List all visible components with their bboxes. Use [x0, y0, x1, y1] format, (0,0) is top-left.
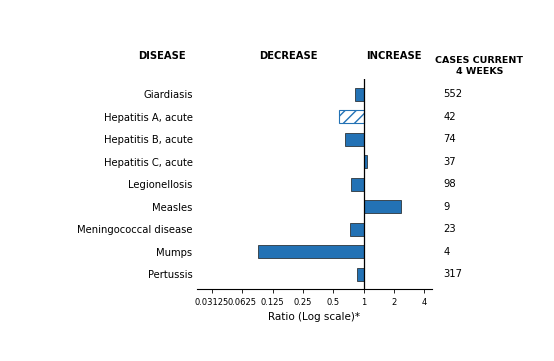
Text: 42: 42 — [443, 112, 456, 122]
Text: 23: 23 — [443, 224, 456, 234]
Bar — [356, 87, 363, 101]
Text: INCREASE: INCREASE — [366, 51, 422, 61]
Bar — [345, 132, 363, 145]
Text: 37: 37 — [443, 157, 456, 166]
Bar — [339, 110, 363, 123]
Text: 4: 4 — [443, 247, 449, 257]
Text: DISEASE: DISEASE — [138, 51, 186, 61]
Text: 98: 98 — [443, 179, 456, 189]
Text: 552: 552 — [443, 89, 463, 99]
Bar — [258, 245, 363, 258]
Text: 74: 74 — [443, 134, 456, 144]
Text: CASES CURRENT
4 WEEKS: CASES CURRENT 4 WEEKS — [435, 56, 523, 76]
Bar — [350, 223, 363, 236]
Text: 9: 9 — [443, 202, 450, 212]
Bar — [363, 200, 401, 213]
X-axis label: Ratio (Log scale)*: Ratio (Log scale)* — [268, 312, 361, 322]
Bar — [351, 178, 363, 191]
Bar — [363, 155, 367, 168]
Text: DECREASE: DECREASE — [259, 51, 318, 61]
Text: 317: 317 — [443, 269, 462, 279]
Bar — [357, 268, 363, 281]
